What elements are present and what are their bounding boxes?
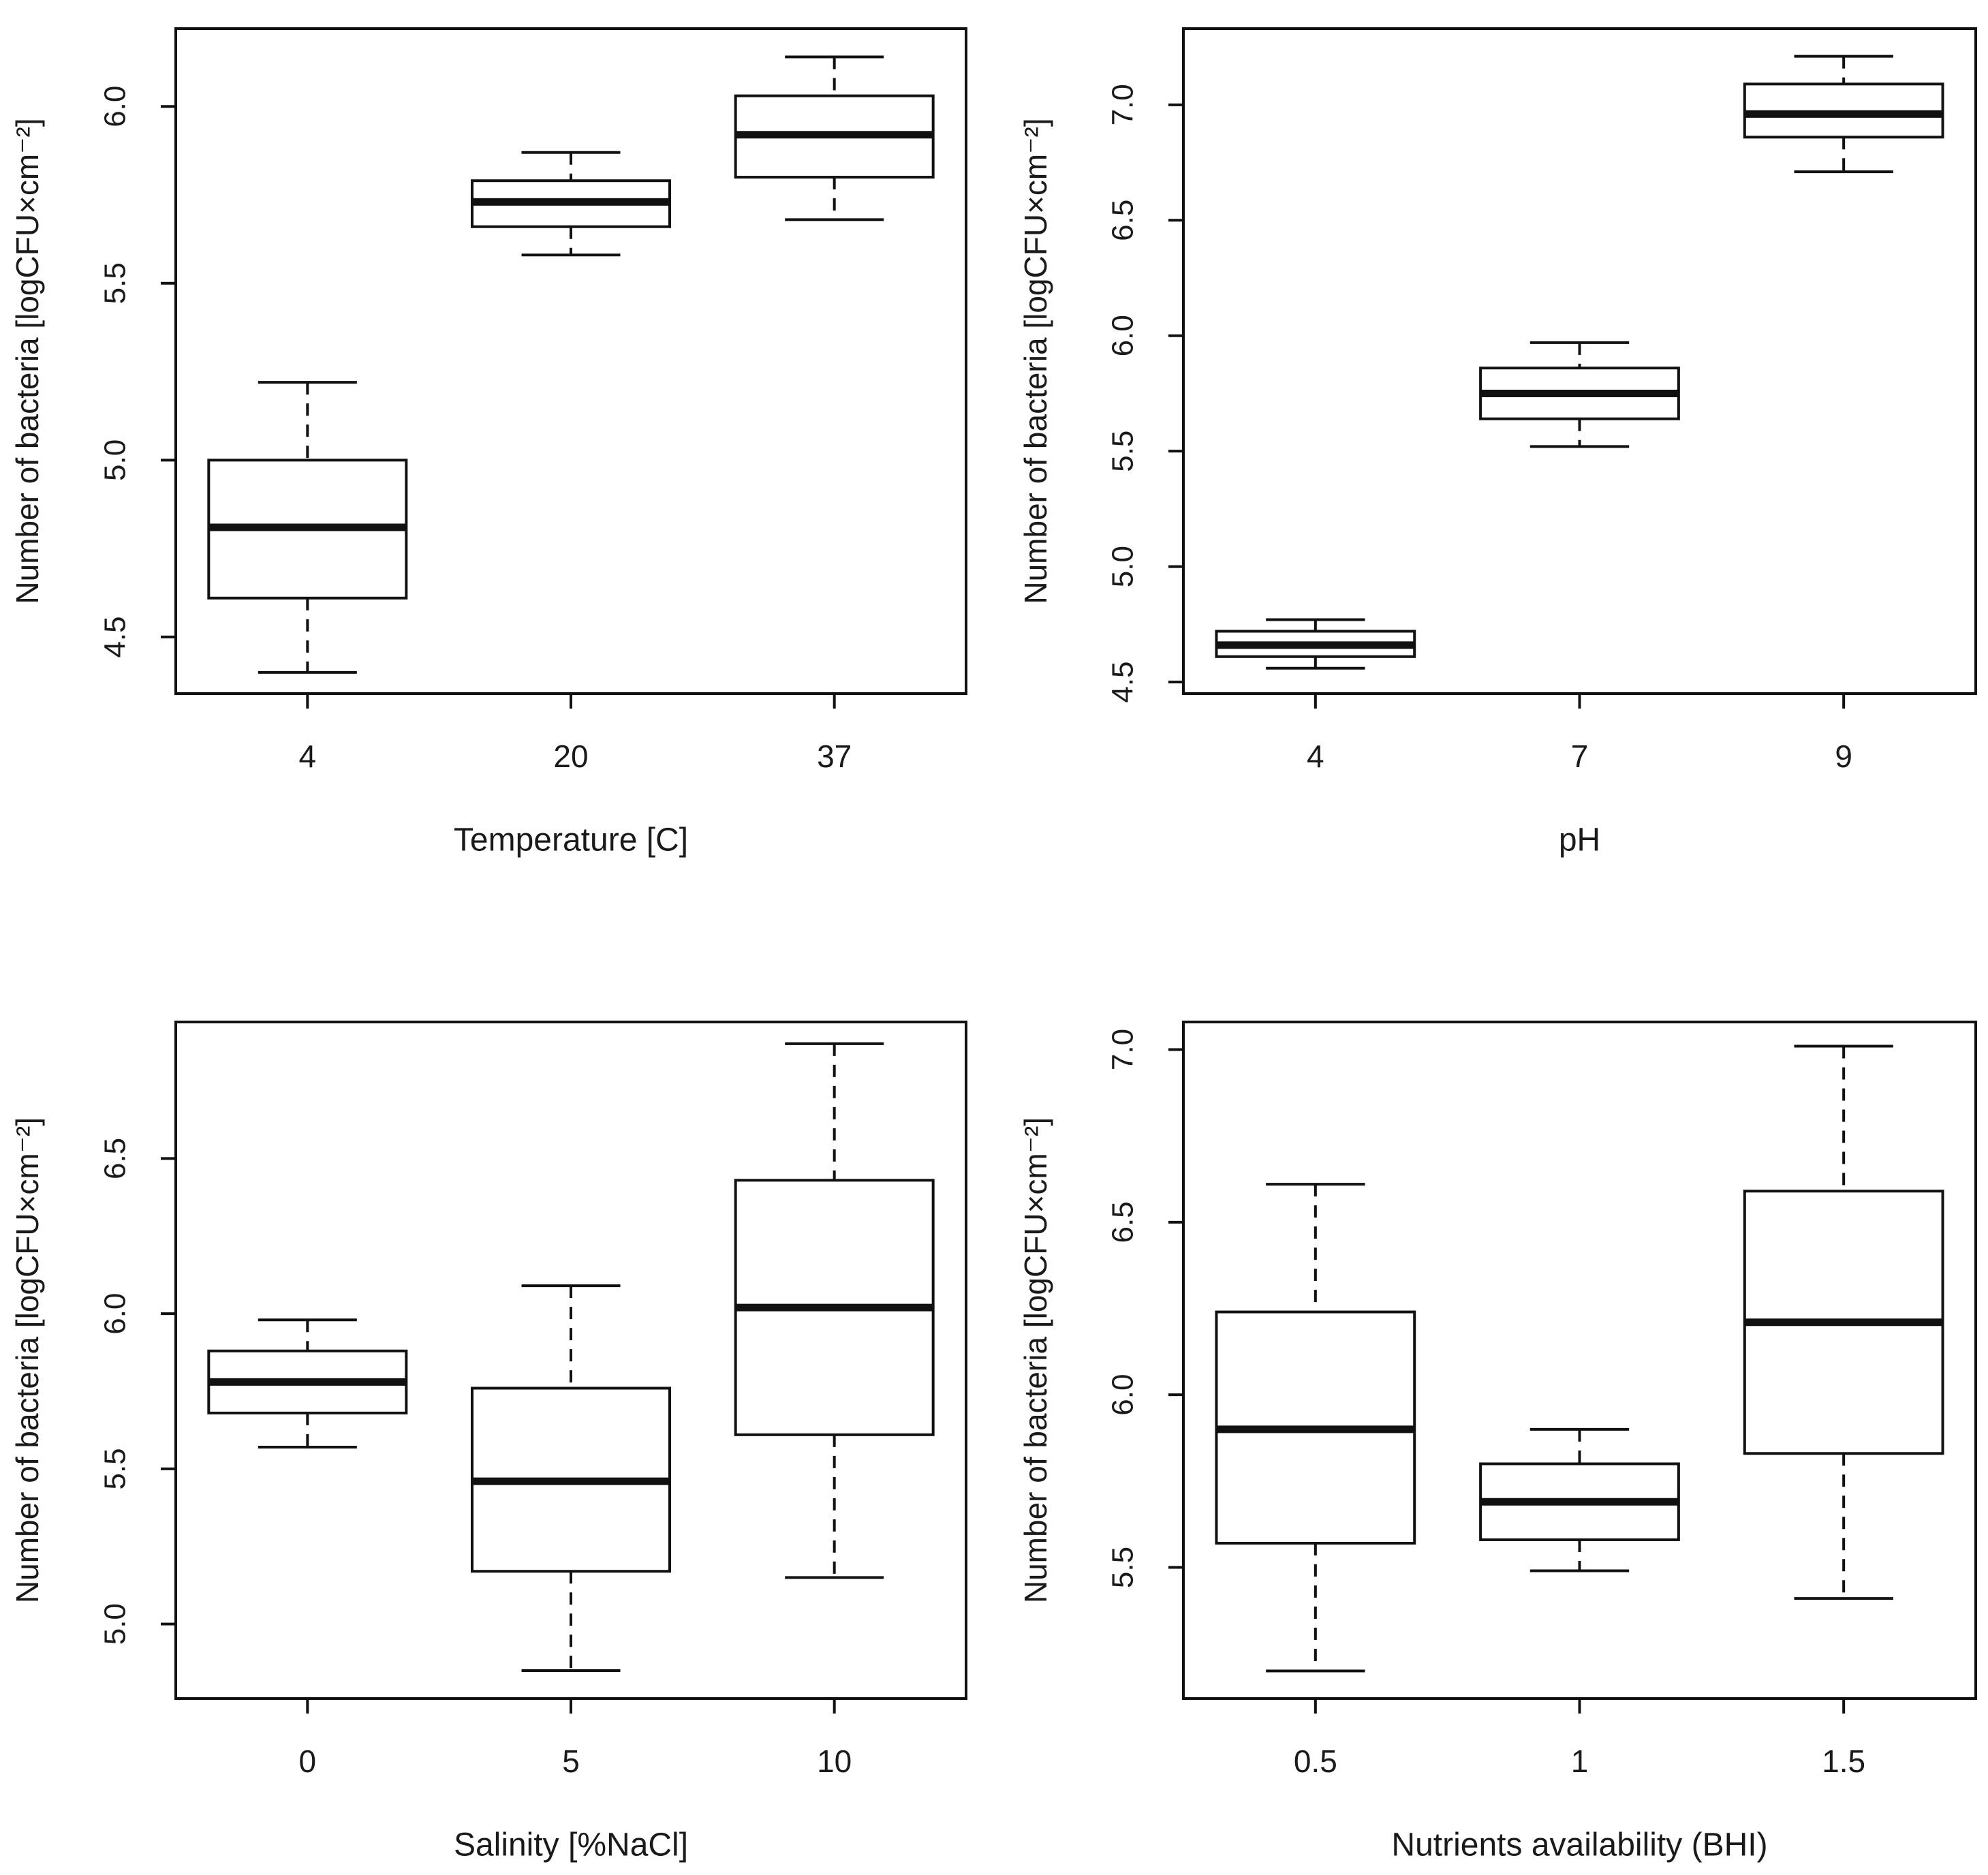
y-tick-label: 5.0 <box>99 1603 132 1645</box>
y-tick-label: 5.0 <box>99 439 132 481</box>
y-tick-label: 5.0 <box>1106 546 1140 587</box>
y-tick-label: 6.0 <box>99 1293 132 1335</box>
x-tick-label: 4 <box>299 739 317 774</box>
y-axis-label: Number of bacteria [logCFU×cm⁻²] <box>1018 118 1053 604</box>
x-tick-label: 0 <box>299 1744 317 1779</box>
y-tick-label: 6.0 <box>1106 1374 1140 1416</box>
y-tick-label: 5.5 <box>1106 431 1140 472</box>
panel-ph: 4.5 5.0 5.5 6.0 6.5 7.0 Number of bacteria [lo… <box>1018 27 1977 858</box>
x-tick-label: 9 <box>1835 739 1852 774</box>
panel-nutrients: 5.5 6.0 6.5 7.0 Number of bacteria [logCFU×c… <box>1018 1021 1977 1863</box>
y-tick-label: 5.5 <box>99 262 132 304</box>
x-tick-label: 4 <box>1307 739 1324 774</box>
x-tick-label: 7 <box>1571 739 1589 774</box>
y-tick-label: 6.5 <box>1106 1201 1140 1243</box>
y-tick-label: 6.5 <box>99 1138 132 1179</box>
x-tick-label: 1.5 <box>1822 1744 1865 1779</box>
y-tick-label: 6.0 <box>99 86 132 127</box>
panel-temperature: 4.5 5.0 5.5 6.0 Number of bacteria [logCFU×c… <box>10 27 967 858</box>
x-tick-label: 20 <box>553 739 588 774</box>
y-tick-label: 7.0 <box>1106 84 1140 125</box>
y-tick-label: 6.5 <box>1106 200 1140 241</box>
y-axis-label: Number of bacteria [logCFU×cm⁻²] <box>1018 1117 1053 1603</box>
x-axis-label: Temperature [C] <box>454 822 688 858</box>
y-tick-label: 4.5 <box>99 616 132 657</box>
x-axis-label: Salinity [%NaCl] <box>454 1827 688 1863</box>
y-tick-label: 6.0 <box>1106 315 1140 356</box>
x-tick-label: 0.5 <box>1294 1744 1337 1779</box>
x-tick-label: 5 <box>562 1744 580 1779</box>
y-tick-label: 5.5 <box>1106 1547 1140 1588</box>
x-axis-label: pH <box>1559 822 1600 858</box>
x-axis-label: Nutrients availability (BHI) <box>1391 1827 1767 1863</box>
y-axis-label: Number of bacteria [logCFU×cm⁻²] <box>10 1117 45 1603</box>
x-tick-label: 10 <box>817 1744 852 1779</box>
y-tick-label: 4.5 <box>1106 661 1140 702</box>
x-tick-label: 37 <box>817 739 852 774</box>
panel-salinity: 5.0 5.5 6.0 6.5 Number of bacteria [logCFU×c… <box>10 1021 967 1863</box>
y-tick-label: 5.5 <box>99 1448 132 1489</box>
y-tick-label: 7.0 <box>1106 1029 1140 1070</box>
x-tick-label: 1 <box>1571 1744 1589 1779</box>
y-axis-label: Number of bacteria [logCFU×cm⁻²] <box>10 118 45 604</box>
